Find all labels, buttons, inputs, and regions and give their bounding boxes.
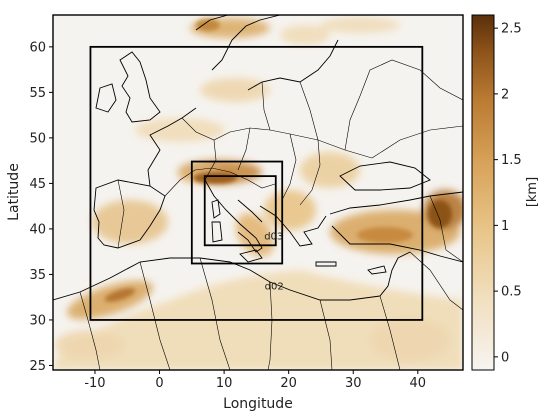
x-tick-label: 0 (155, 376, 163, 391)
country-borders (79, 59, 463, 370)
domain-boxes: d03 d02 (89, 45, 424, 321)
x-tick-label: 30 (345, 376, 362, 391)
map-frame (52, 14, 464, 371)
domain-label-d03: d03 (264, 231, 283, 242)
colorbar-tick-label: 2.5 (501, 22, 522, 37)
colorbar-gradient (471, 14, 495, 371)
domain-box-3 (203, 175, 277, 247)
y-tick-label: 25 (29, 359, 46, 374)
domain-label-d02: d02 (265, 282, 284, 293)
y-tick-label: 60 (29, 40, 46, 55)
terrain-peaks (104, 19, 452, 302)
x-tick-label: -10 (84, 376, 105, 391)
y-tick-label: 50 (29, 131, 46, 146)
x-axis-ticks: -10 0 10 20 30 40 (84, 370, 426, 391)
y-axis-title: Latitude (6, 163, 22, 221)
domain-box-1 (89, 45, 424, 321)
y-tick-label: 45 (29, 177, 46, 192)
map-panel: d03 d02 (53, 15, 463, 370)
colorbar-tick-label: 0.5 (501, 285, 522, 300)
x-tick-label: 10 (216, 376, 233, 391)
y-tick-label: 30 (29, 313, 46, 328)
y-tick-label: 35 (29, 268, 46, 283)
domain-box-2 (190, 160, 284, 265)
y-tick-label: 55 (29, 86, 46, 101)
y-axis-ticks: 25 30 35 40 45 50 55 60 (29, 40, 53, 374)
x-tick-label: 20 (280, 376, 297, 391)
colorbar-tick-label: 1 (501, 219, 509, 234)
colorbar: 0 0.5 1 1.5 2 2.5 [km] (471, 14, 540, 371)
x-axis-title: Longitude (223, 396, 293, 412)
coastlines (53, 15, 463, 301)
x-tick-label: 40 (410, 376, 427, 391)
colorbar-label: [km] (525, 177, 540, 207)
colorbar-tick-label: 1.5 (501, 153, 522, 168)
colorbar-tick-label: 2 (501, 87, 509, 102)
y-tick-label: 40 (29, 222, 46, 237)
colorbar-ticks: 0 0.5 1 1.5 2 2.5 (494, 22, 522, 365)
colorbar-tick-label: 0 (501, 350, 509, 365)
